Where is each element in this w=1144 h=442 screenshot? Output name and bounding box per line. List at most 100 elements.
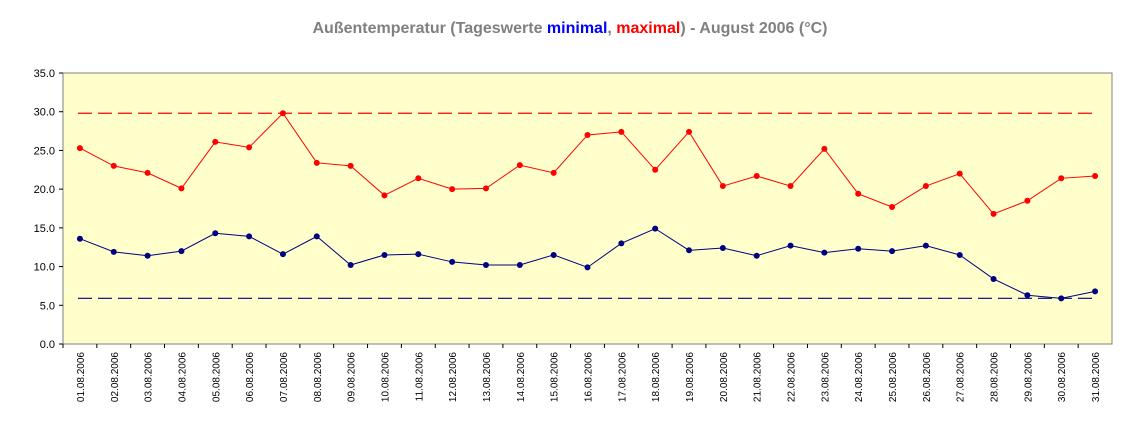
data-point (279, 251, 286, 258)
x-tick-label: 14.08.2006 (516, 352, 527, 402)
x-tick-label: 31.08.2006 (1091, 352, 1102, 402)
data-point (1092, 172, 1099, 179)
x-tick-label: 19.08.2006 (685, 352, 696, 402)
data-point (550, 251, 557, 258)
data-point (1058, 175, 1065, 182)
data-point (313, 159, 320, 166)
data-point (76, 145, 83, 152)
x-tick-label: 26.08.2006 (922, 352, 933, 402)
data-point (686, 128, 693, 135)
x-tick-label: 15.08.2006 (550, 352, 561, 402)
data-point (889, 248, 896, 255)
y-tick-label: 30.0 (34, 107, 55, 119)
data-point (381, 192, 388, 199)
x-tick-label: 06.08.2006 (245, 352, 256, 402)
x-tick-label: 01.08.2006 (76, 352, 87, 402)
x-tick-label: 24.08.2006 (854, 352, 865, 402)
x-tick-label: 11.08.2006 (414, 352, 425, 402)
data-point (787, 183, 794, 190)
x-tick-label: 25.08.2006 (888, 352, 899, 402)
y-tick-label: 25.0 (34, 145, 55, 157)
data-point (753, 252, 760, 259)
x-tick-label: 13.08.2006 (482, 352, 493, 402)
data-point (719, 183, 726, 190)
data-point (110, 248, 117, 255)
y-tick-label: 5.0 (40, 300, 55, 312)
data-point (178, 248, 185, 255)
x-tick-label: 10.08.2006 (380, 352, 391, 402)
data-point (584, 264, 591, 271)
data-point (922, 183, 929, 190)
data-point (1092, 288, 1099, 295)
x-tick-label: 30.08.2006 (1057, 352, 1068, 402)
data-point (686, 247, 693, 254)
data-point (279, 110, 286, 117)
data-point (347, 262, 354, 269)
x-tick-label: 07.08.2006 (279, 352, 290, 402)
x-tick-label: 17.08.2006 (617, 352, 628, 402)
data-point (618, 240, 625, 247)
data-point (990, 210, 997, 217)
x-tick-label: 23.08.2006 (820, 352, 831, 402)
x-tick-label: 16.08.2006 (584, 352, 595, 402)
x-tick-label: 05.08.2006 (211, 352, 222, 402)
data-point (144, 169, 151, 176)
x-tick-label: 09.08.2006 (347, 352, 358, 402)
data-point (652, 225, 659, 232)
data-point (313, 233, 320, 240)
x-tick-label: 28.08.2006 (990, 352, 1001, 402)
x-tick-label: 27.08.2006 (956, 352, 967, 402)
data-point (76, 235, 83, 242)
title-part: minimal (547, 20, 607, 37)
data-point (821, 145, 828, 152)
y-tick-label: 10.0 (34, 262, 55, 274)
title-part: maximal (616, 20, 680, 37)
data-point (855, 245, 862, 252)
y-tick-label: 15.0 (34, 223, 55, 235)
x-tick-label: 21.08.2006 (753, 352, 764, 402)
data-point (1024, 292, 1031, 299)
data-point (956, 170, 963, 177)
y-tick-label: 0.0 (40, 339, 55, 351)
x-tick-label: 03.08.2006 (144, 352, 155, 402)
data-point (212, 230, 219, 237)
data-point (1024, 197, 1031, 204)
data-point (855, 190, 862, 197)
data-point (516, 262, 523, 269)
x-tick-label: 18.08.2006 (651, 352, 662, 402)
data-point (550, 169, 557, 176)
data-point (516, 162, 523, 169)
data-point (482, 262, 489, 269)
data-point (246, 144, 253, 151)
data-point (347, 162, 354, 169)
data-point (821, 249, 828, 256)
y-tick-label: 35.0 (34, 68, 55, 80)
x-tick-label: 02.08.2006 (110, 352, 121, 402)
data-point (415, 175, 422, 182)
x-tick-label: 04.08.2006 (177, 352, 188, 402)
data-point (110, 162, 117, 169)
data-point (381, 251, 388, 258)
data-point (618, 128, 625, 135)
data-point (990, 275, 997, 282)
data-point (652, 166, 659, 173)
data-point (719, 244, 726, 251)
x-tick-label: 12.08.2006 (448, 352, 459, 402)
x-tick-label: 22.08.2006 (787, 352, 798, 402)
y-tick-label: 20.0 (34, 184, 55, 196)
title-part: ) - August 2006 (°C) (680, 20, 827, 37)
data-point (144, 252, 151, 259)
data-point (178, 185, 185, 192)
data-point (1058, 295, 1065, 302)
x-tick-label: 20.08.2006 (719, 352, 730, 402)
data-point (956, 251, 963, 258)
title-part: , (607, 20, 616, 37)
x-tick-label: 08.08.2006 (313, 352, 324, 402)
data-point (246, 233, 253, 240)
data-point (787, 242, 794, 249)
data-point (212, 138, 219, 145)
data-point (449, 186, 456, 193)
title-part: Außentemperatur (Tageswerte (313, 20, 547, 37)
data-point (584, 131, 591, 138)
